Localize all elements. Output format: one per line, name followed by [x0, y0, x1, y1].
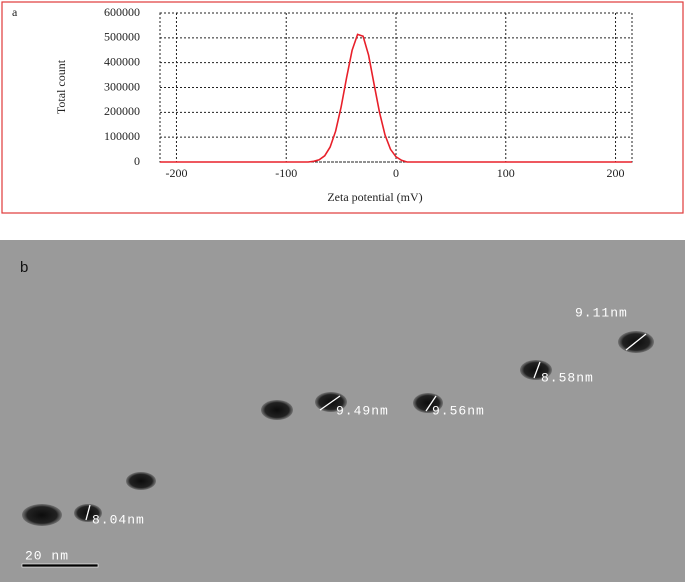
size-annotation: 9.56nm	[432, 403, 485, 418]
size-annotation: 9.11nm	[575, 305, 628, 320]
y-tick-label: 100000	[104, 129, 140, 143]
y-tick-label: 200000	[104, 104, 140, 118]
size-annotation: 9.49nm	[336, 403, 389, 418]
particles	[22, 331, 654, 526]
data-line	[160, 33, 632, 163]
panel-label: b	[20, 259, 28, 276]
panel-border	[1, 1, 684, 214]
tem-image: b 8.04nm 9.49nm 9.56nm 8.58nm 9.11nm 20 …	[0, 240, 685, 582]
chart-panel: a Zeta potential (mV) Total count 0 10000…	[1, 1, 684, 214]
scale-bar-label: 20 nm	[25, 548, 69, 563]
x-axis-label: Zeta potential (mV)	[327, 190, 422, 204]
scale-bar	[21, 563, 99, 568]
micrograph	[0, 240, 685, 582]
x-tick-label: 200	[607, 166, 625, 180]
size-annotation: 8.04nm	[92, 512, 145, 527]
x-tick-label: 0	[393, 166, 399, 180]
y-axis-label: Total count	[54, 59, 68, 114]
y-tick-label: 500000	[104, 30, 140, 44]
size-annotation: 8.58nm	[541, 370, 594, 385]
y-tick-label: 300000	[104, 79, 140, 93]
panel-label: a	[12, 5, 18, 19]
y-tick-label: 600000	[104, 5, 140, 19]
x-tick-label: -200	[165, 166, 187, 180]
x-tick-label: -100	[275, 166, 297, 180]
y-tick-label: 0	[134, 154, 140, 168]
y-tick-label: 400000	[104, 54, 140, 68]
plot-frame	[159, 12, 633, 163]
x-tick-label: 100	[497, 166, 515, 180]
